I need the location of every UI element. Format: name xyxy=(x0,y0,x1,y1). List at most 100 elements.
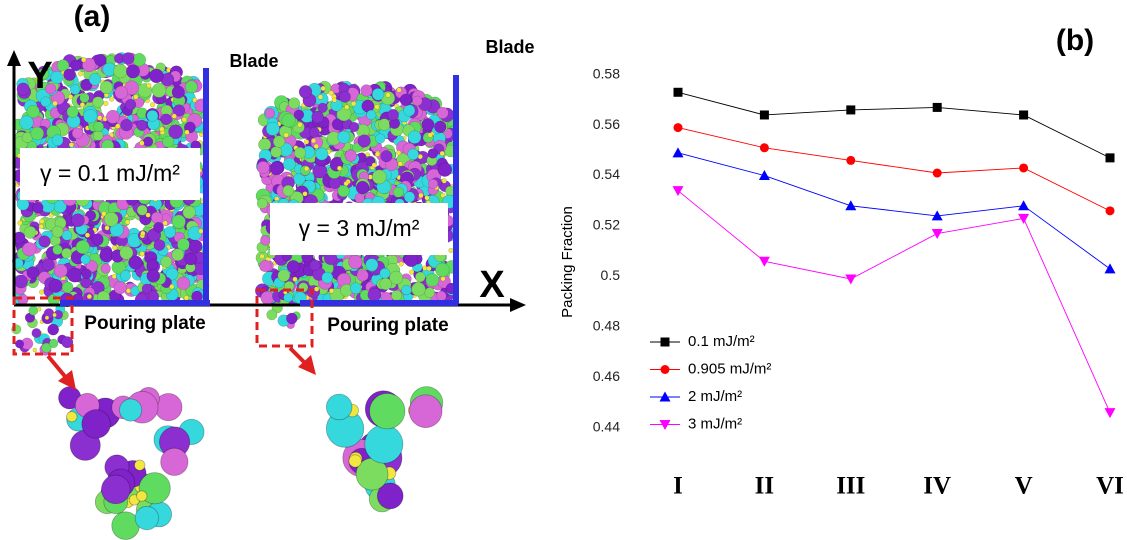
particle xyxy=(61,281,74,294)
particle xyxy=(61,247,73,259)
particle xyxy=(104,225,110,231)
particle xyxy=(302,191,308,197)
particle xyxy=(44,315,50,321)
pouring-plate xyxy=(60,300,210,306)
particle xyxy=(260,290,275,305)
particle xyxy=(344,104,350,110)
particle xyxy=(23,225,37,239)
particle xyxy=(141,283,152,294)
particle xyxy=(181,117,187,123)
particle xyxy=(286,312,298,325)
particle xyxy=(22,242,37,257)
particle xyxy=(303,165,310,172)
particle xyxy=(298,85,313,99)
zoom-particle xyxy=(101,474,131,505)
particle xyxy=(139,140,145,146)
marker xyxy=(1105,153,1115,163)
particle xyxy=(440,192,446,199)
particle xyxy=(41,342,52,353)
particle xyxy=(303,139,310,145)
particle xyxy=(424,287,435,298)
particle xyxy=(128,255,143,270)
particle xyxy=(309,259,321,271)
legend-marker xyxy=(659,391,671,402)
particle xyxy=(407,148,419,161)
particle xyxy=(67,267,82,283)
particle xyxy=(17,294,29,305)
legend-marker xyxy=(660,365,670,374)
particle xyxy=(392,186,404,198)
marker xyxy=(759,143,769,153)
particle xyxy=(71,127,84,140)
particle xyxy=(437,162,453,177)
particle xyxy=(412,95,423,107)
particle xyxy=(172,104,186,117)
particle xyxy=(136,204,148,216)
particle xyxy=(51,134,64,147)
particle xyxy=(146,109,159,122)
x-tick-label: III xyxy=(836,473,865,500)
particle xyxy=(88,73,102,86)
particle xyxy=(439,150,445,157)
zoom-box xyxy=(255,288,314,348)
particle xyxy=(374,151,381,157)
legend-marker xyxy=(660,337,670,347)
x-tick-label: II xyxy=(755,473,774,500)
panel-label: (b) xyxy=(1056,24,1094,57)
particle xyxy=(259,259,272,273)
particle xyxy=(153,239,166,251)
blade xyxy=(203,68,209,304)
zoom-arrowhead xyxy=(58,370,76,390)
marker xyxy=(1104,408,1116,419)
particle xyxy=(184,129,190,135)
particle xyxy=(99,80,114,95)
particle xyxy=(103,100,109,107)
particle xyxy=(403,104,416,117)
zoom-particle xyxy=(81,409,111,439)
axis-label: X xyxy=(479,264,505,306)
label-box xyxy=(270,203,448,255)
particle xyxy=(45,83,57,95)
particle xyxy=(259,253,265,260)
zoom-particle xyxy=(119,398,143,422)
particle xyxy=(317,94,324,100)
particle xyxy=(331,97,338,103)
y-tick-label: 0.52 xyxy=(593,217,620,233)
legend-label: 0.905 mJ/m² xyxy=(688,360,771,377)
particle xyxy=(270,146,283,158)
particle xyxy=(379,267,391,279)
particle xyxy=(310,138,317,144)
particle xyxy=(357,134,371,148)
particle xyxy=(139,251,145,257)
y-tick-label: 0.56 xyxy=(593,116,620,132)
particle xyxy=(51,225,64,238)
marker xyxy=(672,186,684,197)
zoom-particle xyxy=(134,505,160,531)
particle xyxy=(171,248,185,262)
legend-label: 0.1 mJ/m² xyxy=(688,333,755,350)
series-line xyxy=(677,152,1111,270)
particle xyxy=(171,113,177,119)
particle xyxy=(52,100,58,107)
particle xyxy=(401,284,412,296)
particle xyxy=(165,267,179,281)
particle xyxy=(14,274,28,289)
x-tick-label: V xyxy=(1015,473,1033,500)
plate-label: Pouring plate xyxy=(84,313,205,334)
particle xyxy=(169,284,175,290)
particle xyxy=(320,85,326,92)
particle xyxy=(389,270,404,285)
particle xyxy=(92,96,104,108)
particle xyxy=(264,107,276,119)
x-arrowhead xyxy=(510,298,526,312)
particle xyxy=(380,150,393,163)
marker xyxy=(672,147,684,158)
marker xyxy=(932,102,942,112)
marker xyxy=(845,200,857,211)
particle xyxy=(371,169,387,185)
particle xyxy=(77,71,84,77)
particle xyxy=(31,328,42,338)
zoom-particle xyxy=(364,424,404,464)
marker xyxy=(673,87,683,97)
particle xyxy=(48,278,63,293)
